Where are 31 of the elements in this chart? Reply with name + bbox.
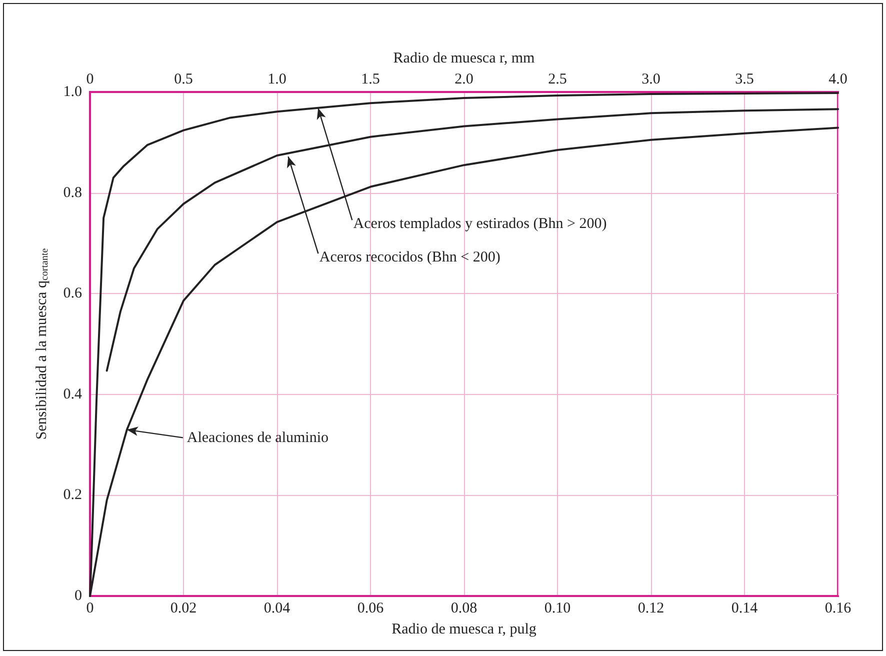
y-tick-label: 1.0 [63,84,82,100]
x2-tick-label: 0.5 [174,72,193,88]
y-tick-label: 0.6 [63,286,82,302]
x2-tick-label: 3.0 [642,72,660,88]
x2-tick-label: 4.0 [828,72,848,88]
annotation: Aleaciones de aluminio [186,430,329,446]
x-tick-label: 0.02 [170,600,197,616]
x-tick-label: 0.06 [357,600,384,616]
x-tick-label: 0.10 [544,600,571,616]
x-tick-label: 0 [86,600,94,616]
x2-tick-label: 2.5 [548,72,567,88]
x-tick-label: 0.16 [824,600,852,616]
x2-tick-label: 3.5 [735,72,754,88]
x2-tick-label: 1.0 [268,72,286,88]
x2-tick-label: 0 [86,72,94,88]
annotation: Aceros recocidos (Bhn < 200) [319,249,500,266]
x-tick-label: 0.14 [731,600,758,616]
y-tick-label: 0.2 [63,487,82,504]
x-axis-title: Radio de muesca r, pulg [392,622,537,638]
x-tick-label: 0.04 [264,600,291,616]
y-tick-label: 0 [74,588,82,604]
annotation: Aceros templados y estirados (Bhn > 200) [353,216,607,232]
y-axis-title: Sensibilidad a la muesca qcortante [34,248,50,440]
x-tick-label: 0.08 [450,600,478,616]
x-tick-label: 0.12 [638,600,664,616]
x2-tick-label: 2.0 [454,72,474,88]
line-series [106,108,839,372]
y-tick-label: 0.8 [63,184,82,201]
x2-tick-label: 1.5 [361,72,380,88]
y-tick-label: 0.4 [63,386,82,402]
x2-axis-title: Radio de muesca r, mm [393,50,536,66]
